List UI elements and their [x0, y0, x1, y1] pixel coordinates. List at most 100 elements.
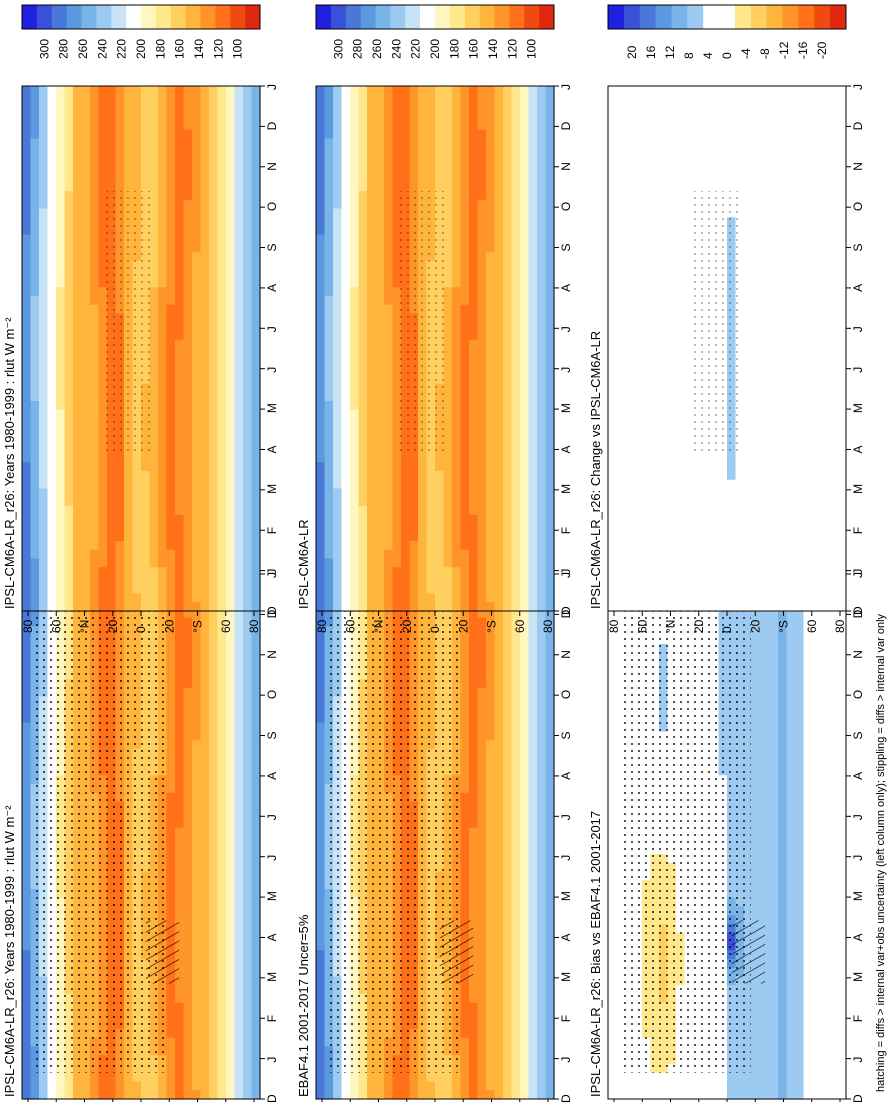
heatmap-cell	[226, 550, 235, 559]
heatmap-cell	[150, 86, 159, 95]
heatmap-cell	[235, 419, 244, 428]
heatmap-cell	[218, 174, 227, 183]
heatmap-cell	[226, 942, 235, 951]
heatmap-cell	[201, 541, 210, 550]
heatmap-cell	[252, 419, 261, 428]
heatmap-cell	[243, 1064, 252, 1073]
heatmap-cell	[167, 740, 176, 749]
heatmap-cell	[184, 147, 193, 156]
heatmap-cell	[175, 576, 184, 585]
month-tick-label: D	[265, 121, 279, 130]
heatmap-cell	[252, 532, 261, 541]
heatmap-cell	[73, 480, 82, 489]
heatmap-cell	[90, 471, 99, 480]
heatmap-cell	[461, 653, 470, 662]
heatmap-cell	[218, 854, 227, 863]
heatmap-cell	[495, 635, 504, 644]
heatmap-cell	[99, 480, 108, 489]
heatmap-cell	[22, 331, 31, 340]
heatmap-cell	[243, 1003, 252, 1012]
heatmap-cell	[520, 775, 529, 784]
heatmap-cell	[218, 732, 227, 741]
heatmap-cell	[201, 1029, 210, 1038]
heatmap-cell	[22, 244, 31, 253]
heatmap-cell	[158, 497, 167, 506]
heatmap-cell	[107, 541, 116, 550]
heatmap-cell	[209, 810, 218, 819]
heatmap-cell	[478, 767, 487, 776]
heatmap-cell	[82, 506, 91, 515]
heatmap-cell	[39, 532, 48, 541]
heatmap-cell	[520, 635, 529, 644]
heatmap-cell	[218, 497, 227, 506]
heatmap-cell	[167, 217, 176, 226]
heatmap-cell	[316, 662, 325, 671]
heatmap-cell	[158, 392, 167, 401]
heatmap-cell	[461, 1055, 470, 1064]
heatmap-cell	[495, 994, 504, 1003]
heatmap-cell	[65, 86, 74, 95]
heatmap-cell	[252, 191, 261, 200]
heatmap-cell	[243, 705, 252, 714]
heatmap-cell	[235, 480, 244, 489]
heatmap-cell	[167, 462, 176, 471]
heatmap-cell	[218, 515, 227, 524]
heatmap-cell	[316, 793, 325, 802]
heatmap-cell	[226, 392, 235, 401]
heatmap-cell	[209, 670, 218, 679]
heatmap-cell	[175, 489, 184, 498]
heatmap-cell	[478, 740, 487, 749]
heatmap-cell	[184, 95, 193, 104]
heatmap-cell	[22, 261, 31, 270]
heatmap-cell	[99, 454, 108, 463]
heatmap-cell	[175, 524, 184, 533]
heatmap-cell	[469, 662, 478, 671]
heatmap-cell	[82, 357, 91, 366]
heatmap-cell	[243, 296, 252, 305]
heatmap-cell	[22, 392, 31, 401]
heatmap-cell	[218, 793, 227, 802]
heatmap-cell	[192, 489, 201, 498]
heatmap-cell	[520, 749, 529, 758]
heatmap-cell	[520, 740, 529, 749]
heatmap-cell	[486, 985, 495, 994]
heatmap-cell	[31, 419, 40, 428]
heatmap-cell	[316, 985, 325, 994]
heatmap-cell	[201, 349, 210, 358]
heatmap-cell	[116, 95, 125, 104]
heatmap-cell	[82, 165, 91, 174]
heatmap-cell	[167, 889, 176, 898]
heatmap-cell	[209, 758, 218, 767]
heatmap-cell	[56, 357, 65, 366]
heatmap-cell	[201, 942, 210, 951]
heatmap-cell	[218, 576, 227, 585]
heatmap-cell	[192, 384, 201, 393]
heatmap-cell	[201, 810, 210, 819]
heatmap-cell	[218, 1038, 227, 1047]
heatmap-cell	[486, 662, 495, 671]
heatmap-cell	[367, 1073, 376, 1082]
heatmap-cell	[226, 384, 235, 393]
heatmap-cell	[192, 1064, 201, 1073]
heatmap-cell	[201, 147, 210, 156]
heatmap-cell	[201, 401, 210, 410]
heatmap-cell	[175, 618, 184, 627]
heatmap-cell	[141, 506, 150, 515]
heatmap-cell	[124, 550, 133, 559]
heatmap-cell	[48, 375, 57, 384]
heatmap-cell	[316, 1029, 325, 1038]
heatmap-cell	[218, 86, 227, 95]
heatmap-cell	[235, 471, 244, 480]
heatmap-cell	[486, 767, 495, 776]
heatmap-cell	[90, 576, 99, 585]
heatmap-cell	[243, 828, 252, 837]
heatmap-cell	[226, 802, 235, 811]
heatmap-cell	[520, 802, 529, 811]
heatmap-cell	[116, 454, 125, 463]
heatmap-cell	[461, 635, 470, 644]
heatmap-cell	[478, 837, 487, 846]
heatmap-cell	[90, 209, 99, 218]
heatmap-cell	[201, 86, 210, 95]
heatmap-cell	[133, 156, 142, 165]
heatmap-cell	[192, 1003, 201, 1012]
